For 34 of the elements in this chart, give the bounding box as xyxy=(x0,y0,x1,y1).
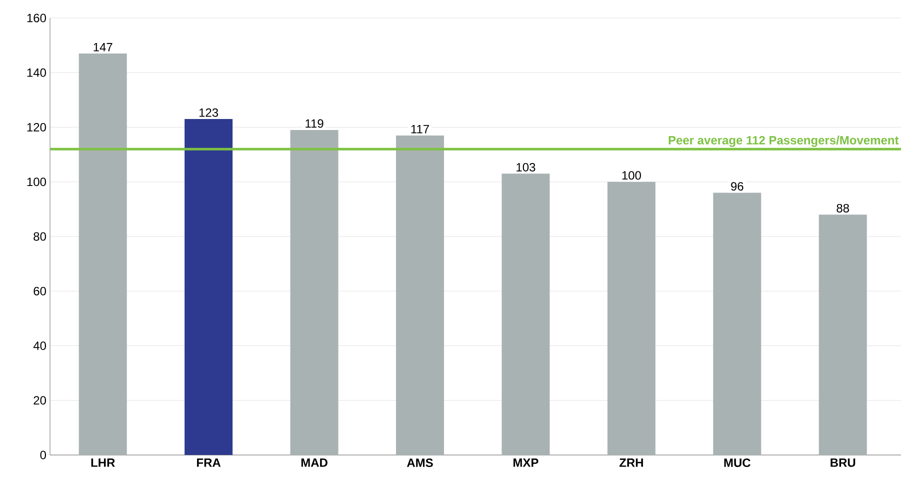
bar xyxy=(713,192,762,455)
y-tick-label: 120 xyxy=(27,123,46,132)
x-tick-label: MXP xyxy=(514,458,538,467)
x-tick-label: LHR xyxy=(91,458,115,467)
x-tick-label: MAD xyxy=(301,458,328,467)
bar xyxy=(607,182,656,455)
data-label: 103 xyxy=(516,162,536,172)
data-label: 100 xyxy=(622,171,641,180)
x-tick-label: FRA xyxy=(197,458,221,467)
y-tick-label: 60 xyxy=(34,286,46,296)
y-tick-label: 40 xyxy=(33,342,46,350)
bar xyxy=(290,130,338,455)
y-tick-label: 160 xyxy=(27,14,46,22)
data-label: 123 xyxy=(199,108,218,117)
data-label: 147 xyxy=(94,43,112,52)
x-tick-label: MUC xyxy=(724,458,750,468)
data-label: 88 xyxy=(836,204,850,212)
bar xyxy=(78,54,127,455)
y-tick-label: 20 xyxy=(34,396,46,405)
x-tick-label: BRU xyxy=(830,458,856,467)
y-tick-label: 140 xyxy=(27,68,46,77)
x-tick-label: ZRH xyxy=(619,458,643,467)
x-tick-label: AMS xyxy=(406,458,433,468)
data-label: 117 xyxy=(411,124,429,134)
bar xyxy=(396,135,444,455)
data-label: 96 xyxy=(731,182,744,191)
data-label: 119 xyxy=(306,119,324,128)
bar xyxy=(502,174,550,455)
bar xyxy=(184,119,233,455)
ref-line-label: Peer average 112 Passengers/Movement xyxy=(668,136,899,147)
bar xyxy=(818,214,867,455)
y-tick-label: 100 xyxy=(27,178,46,186)
y-tick-label: 80 xyxy=(34,232,46,241)
y-tick-label: 0 xyxy=(40,450,46,460)
